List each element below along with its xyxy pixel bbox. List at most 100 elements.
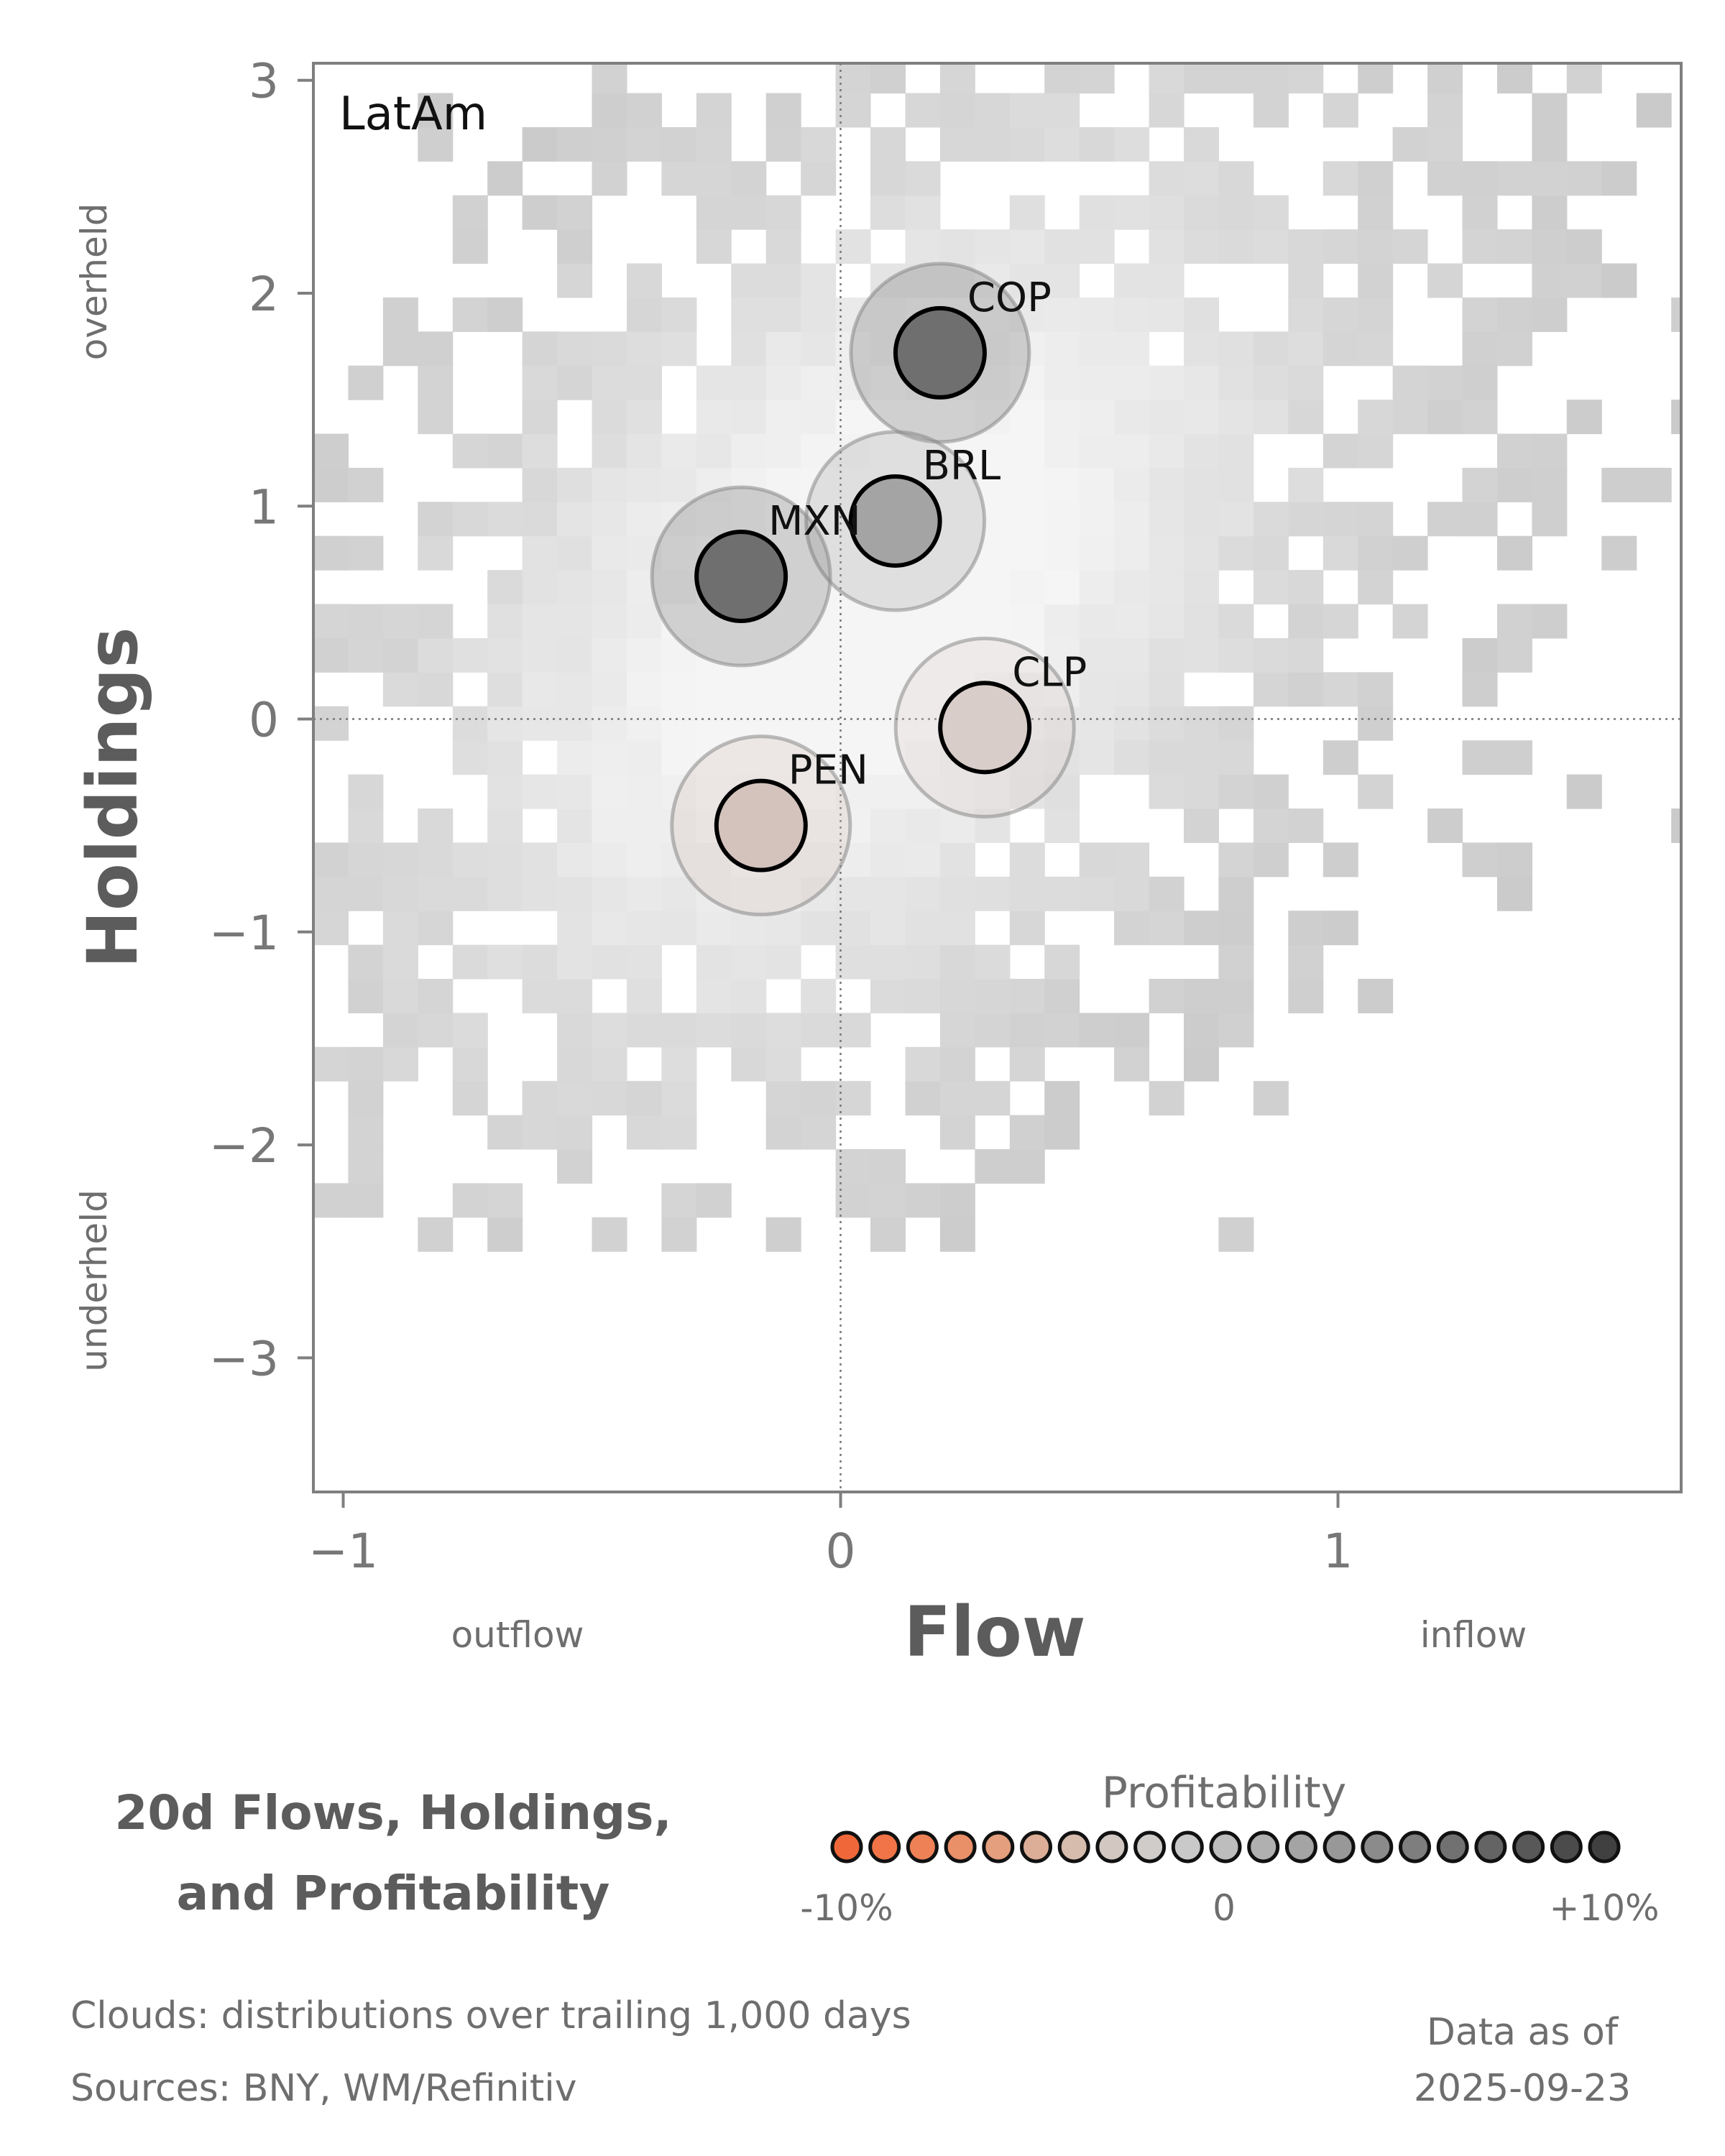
cloud-cell [1044,1013,1080,1048]
cloud-cell [1149,706,1184,741]
cloud-cell [1079,365,1115,400]
cloud-cell [452,876,488,911]
cloud-cell [870,842,906,877]
cloud-cell [592,1081,627,1116]
cloud-cell [661,1081,697,1116]
cloud-cell [765,1046,801,1082]
cloud-cell [661,570,697,605]
cloud-cell [592,842,627,877]
cloud-cell [1358,535,1394,571]
cloud-cell [418,911,454,946]
cloud-cell [731,161,767,196]
y-axis-ticks: 3 2 1 0 −1 −2 −3 [209,54,313,1386]
cloud-cell [1288,637,1324,673]
legend-dot [982,1830,1015,1864]
point-marker [694,530,788,624]
cloud-cell [418,400,454,435]
cloud-cell [522,706,558,741]
cloud-cell [627,433,662,469]
cloud-cell [1427,808,1463,843]
cloud-cell [1009,229,1045,264]
cloud-cell [1009,502,1045,537]
cloud-cell [1601,535,1637,571]
cloud-cell [1009,774,1045,809]
cloud-cell [1044,570,1080,605]
cloud-cell [1114,842,1150,877]
legend-dot [1361,1830,1394,1864]
cloud-cell [557,774,593,809]
cloud-cell [1497,63,1532,94]
cloud-cell [1218,842,1254,877]
cloud-cell [1149,570,1184,605]
cloud-cell [1184,331,1219,367]
cloud-cell [1009,195,1045,230]
cloud-cell [870,161,906,196]
cloud-cell [696,161,732,196]
y-tick-label: −3 [209,1331,279,1386]
cloud-cell [452,1013,488,1048]
cloud-cell [313,604,349,639]
cloud-cell [418,637,454,673]
cloud-cell [382,604,418,639]
cloud-cell [696,195,732,230]
cloud-cell [1462,161,1498,196]
cloud-cell [801,706,837,741]
cloud-cell [627,808,662,843]
cloud-cell [731,365,767,400]
y-axis-title: Holdings [73,627,153,968]
cloud-cell [1218,774,1254,809]
cloud-cell [661,808,697,843]
cloud-cell [1322,842,1358,877]
cloud-cell [592,944,627,980]
cloud-cell [348,467,384,502]
cloud-cell [522,502,558,537]
cloud-cell [1322,604,1358,639]
cloud-cell [939,570,975,605]
cloud-cell [835,63,871,94]
cloud-cell [1044,944,1080,980]
cloud-cell [1566,63,1602,94]
legend-dot [1399,1830,1431,1864]
cloud-cell [975,1149,1011,1184]
underheld-label: underheld [73,1189,115,1372]
cloud-cell [1218,502,1254,537]
cloud-cell [1462,502,1498,537]
cloud-cell [557,331,593,367]
cloud-cell [1184,979,1219,1013]
cloud-cell [975,297,1011,332]
legend-dot [1209,1830,1242,1864]
cloud-cell [1671,808,1681,843]
cloud-cell [557,1081,593,1116]
legend-dot [1322,1830,1356,1864]
cloud-cell [522,433,558,469]
cloud-cell [348,604,384,639]
cloud-cell [382,876,418,911]
cloud-cell [1149,604,1184,639]
cloud-cell [905,229,941,264]
cloud-cell [1149,365,1184,400]
cloud-cell [661,1115,697,1150]
cloud-cell [1218,706,1254,741]
cloud-cell [1009,535,1045,571]
cloud-cell [1253,672,1289,707]
cloud-cell [801,365,837,400]
cloud-cell [1532,93,1568,128]
cloud-cell [487,570,523,605]
clouds-note: Clouds: distributions over trailing 1,00… [70,1994,911,2037]
cloud-cell [1114,126,1150,162]
cloud-cell [1462,637,1498,673]
cloud-cell [348,637,384,673]
cloud-cell [696,672,732,707]
cloud-cell [1184,195,1219,230]
cloud-cell [1253,1081,1289,1116]
cloud-cell [1532,161,1568,196]
cloud-cell [1149,400,1184,435]
cloud-cell [1218,1013,1254,1048]
cloud-cell [557,911,593,946]
cloud-cell [418,1217,454,1252]
cloud-cell [765,706,801,741]
cloud-cell [1079,331,1115,367]
cloud-cell [1497,297,1532,332]
cloud-cell [1322,672,1358,707]
cloud-cell [1253,535,1289,571]
